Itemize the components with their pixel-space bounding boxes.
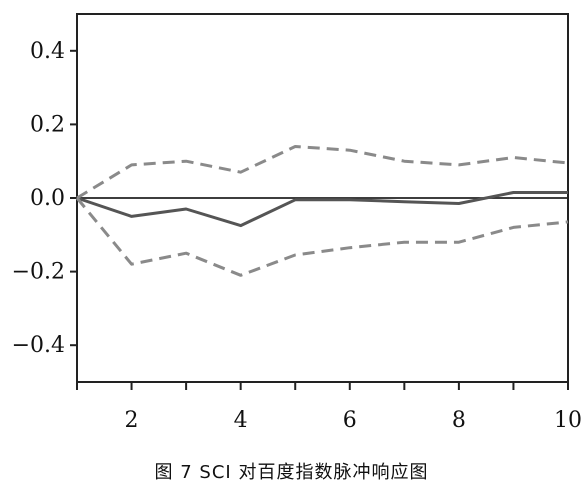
y-tick-label: 0.0: [30, 186, 65, 211]
x-tick-label: 2: [125, 408, 139, 433]
x-tick-label: 4: [234, 408, 248, 433]
y-tick-label: 0.2: [30, 112, 65, 137]
figure-caption: 图 7 SCI 对百度指数脉冲响应图: [154, 462, 429, 483]
series-line-response: [76, 191, 568, 228]
x-tick-label: 6: [343, 408, 357, 433]
ticks-layer: 0.4 0.2 0.0 −0.2 −0.4 2 4 6 8 10: [12, 39, 582, 433]
x-tick-label: 8: [452, 408, 466, 433]
y-tick-label: −0.4: [12, 333, 65, 358]
x-tick-label: 10: [554, 408, 582, 433]
y-tick-label: 0.4: [30, 39, 65, 64]
series-line-upper-band: [76, 145, 569, 200]
y-tick-label: −0.2: [12, 260, 65, 285]
series-layer: [75, 145, 569, 277]
series-line-lower-band: [75, 197, 569, 277]
axes-layer: [76, 13, 569, 383]
